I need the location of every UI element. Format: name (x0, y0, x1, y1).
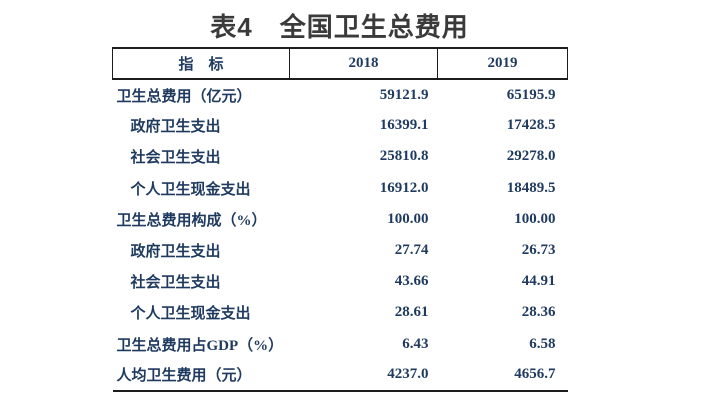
value-2019: 100.00 (514, 210, 556, 227)
value-2018: 6.43 (402, 335, 429, 352)
health-expenditure-table: 指 标 2018 2019 卫生总费用（亿元） 59121.9 65195.9 … (112, 47, 568, 392)
table-title: 表4 全国卫生总费用 (210, 12, 469, 42)
table-row-per-capita: 人均卫生费用（元） 4237.0 4656.7 (112, 359, 568, 392)
row-label: 社会卫生支出 (130, 150, 221, 167)
table-row-total-expenditure: 卫生总费用（亿元） 59121.9 65195.9 (113, 79, 568, 110)
row-label: 政府卫生支出 (130, 244, 221, 261)
row-label: 卫生总费用构成（%） (116, 212, 267, 229)
value-2019: 6.58 (529, 335, 556, 352)
value-2019: 4656.7 (437, 359, 568, 392)
column-header-indicator: 指 标 (112, 47, 290, 80)
value-2019: 26.73 (521, 242, 556, 259)
row-label: 个人卫生现金支出 (130, 306, 251, 323)
row-label: 政府卫生支出 (130, 119, 221, 136)
value-2019: 29278.0 (506, 148, 556, 165)
row-label: 个人卫生现金支出 (130, 181, 251, 198)
row-label: 卫生总费用占GDP（%） (116, 337, 284, 354)
value-2019: 65195.9 (506, 86, 556, 103)
column-header-2018: 2018 (289, 47, 438, 80)
value-2019: 44.91 (521, 273, 556, 290)
row-label: 卫生总费用（亿元） (116, 88, 252, 105)
value-2018: 100.00 (387, 210, 429, 227)
value-2018: 27.74 (394, 242, 429, 259)
table-section: 表4 全国卫生总费用 指 标 2018 2019 卫生总费用（亿元） 59121… (112, 0, 568, 392)
value-2018: 16912.0 (379, 179, 429, 196)
table-row-composition: 卫生总费用构成（%） 100.00 100.00 (113, 204, 568, 235)
column-header-2019: 2019 (437, 47, 568, 80)
table-row-government-share: 政府卫生支出 27.74 26.73 (113, 235, 568, 266)
table-row-government-expenditure: 政府卫生支出 16399.1 17428.5 (113, 110, 568, 141)
table-row-social-share: 社会卫生支出 43.66 44.91 (113, 266, 568, 297)
row-label: 人均卫生费用（元） (112, 359, 290, 392)
table-row-personal-share: 个人卫生现金支出 28.61 28.36 (113, 297, 568, 328)
value-2018: 4237.0 (289, 359, 438, 392)
row-label: 社会卫生支出 (130, 275, 221, 292)
value-2018: 28.61 (394, 304, 429, 321)
value-2019: 18489.5 (506, 179, 556, 196)
value-2018: 25810.8 (379, 148, 429, 165)
header-row: 指 标 2018 2019 (112, 47, 568, 80)
value-2018: 43.66 (394, 273, 429, 290)
value-2018: 59121.9 (379, 86, 429, 103)
table-row-personal-cash-expenditure: 个人卫生现金支出 16912.0 18489.5 (113, 173, 568, 204)
value-2018: 16399.1 (379, 117, 429, 134)
table-row-social-expenditure: 社会卫生支出 25810.8 29278.0 (113, 141, 568, 172)
table-body: 卫生总费用（亿元） 59121.9 65195.9 政府卫生支出 16399.1… (112, 79, 568, 392)
table-row-gdp-share: 卫生总费用占GDP（%） 6.43 6.58 (113, 329, 568, 360)
value-2019: 17428.5 (506, 117, 556, 134)
table-header: 指 标 2018 2019 (112, 47, 568, 80)
value-2019: 28.36 (521, 304, 556, 321)
